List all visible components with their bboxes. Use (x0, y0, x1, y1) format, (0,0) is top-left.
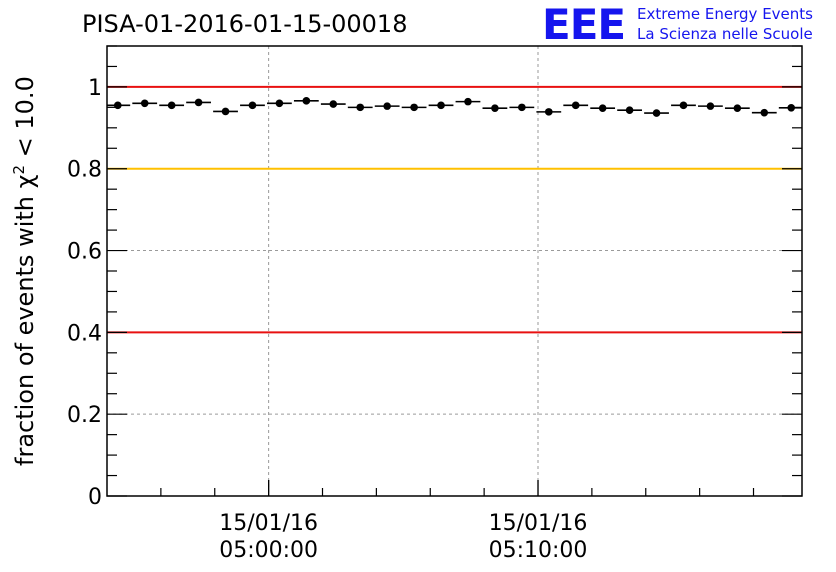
data-point (598, 104, 607, 112)
data-point (464, 97, 472, 106)
data-point (167, 101, 176, 110)
data-point (652, 109, 661, 117)
x-tick-label: 15/01/16 (219, 511, 318, 536)
data-point (140, 99, 149, 108)
chart-title: PISA-01-2016-01-15-00018 (82, 10, 408, 38)
x-tick-label: 15/01/16 (489, 511, 588, 536)
data-point (679, 101, 688, 110)
data-point (329, 100, 338, 108)
data-point (383, 102, 391, 110)
data-points (107, 97, 802, 117)
data-point (544, 108, 553, 116)
data-point (248, 101, 257, 110)
grid-lines (107, 46, 802, 496)
data-point (787, 103, 796, 112)
y-axis-label: fraction of events with χ2 < 10.0 (10, 76, 39, 466)
data-point (302, 97, 311, 105)
eee-logo-mark: EEE (542, 0, 626, 49)
data-point (571, 101, 580, 110)
data-point (760, 108, 769, 117)
y-tick-label: 0.8 (67, 158, 102, 183)
plot-frame (106, 45, 803, 497)
y-tick-label: 0.6 (67, 240, 102, 265)
data-point (275, 99, 284, 108)
y-tick-label: 0.2 (67, 403, 102, 428)
data-point (491, 104, 499, 112)
data-point (194, 98, 203, 107)
y-tick-label: 0.4 (67, 321, 102, 346)
x-tick-label: 05:10:00 (489, 538, 588, 563)
logo-text-line2: La Scienza nelle Scuole (637, 25, 813, 43)
axis-ticks (107, 45, 802, 497)
y-tick-label: 1 (88, 76, 102, 101)
data-point (113, 101, 122, 110)
reference-lines (107, 85, 802, 334)
data-point (221, 107, 230, 116)
data-point (706, 102, 715, 110)
data-point (518, 103, 526, 112)
x-tick-label: 05:00:00 (219, 538, 318, 563)
eee-logo: EEE Extreme Energy Events La Scienza nel… (542, 2, 832, 48)
logo-text-line1: Extreme Energy Events (637, 5, 813, 23)
data-point (410, 103, 418, 112)
y-tick-labels: 0 0.2 0.4 0.6 0.8 1 (67, 76, 102, 510)
data-point (625, 106, 634, 115)
data-point (356, 103, 365, 112)
data-point (733, 104, 742, 112)
data-point (437, 101, 445, 110)
y-tick-label: 0 (88, 485, 102, 510)
